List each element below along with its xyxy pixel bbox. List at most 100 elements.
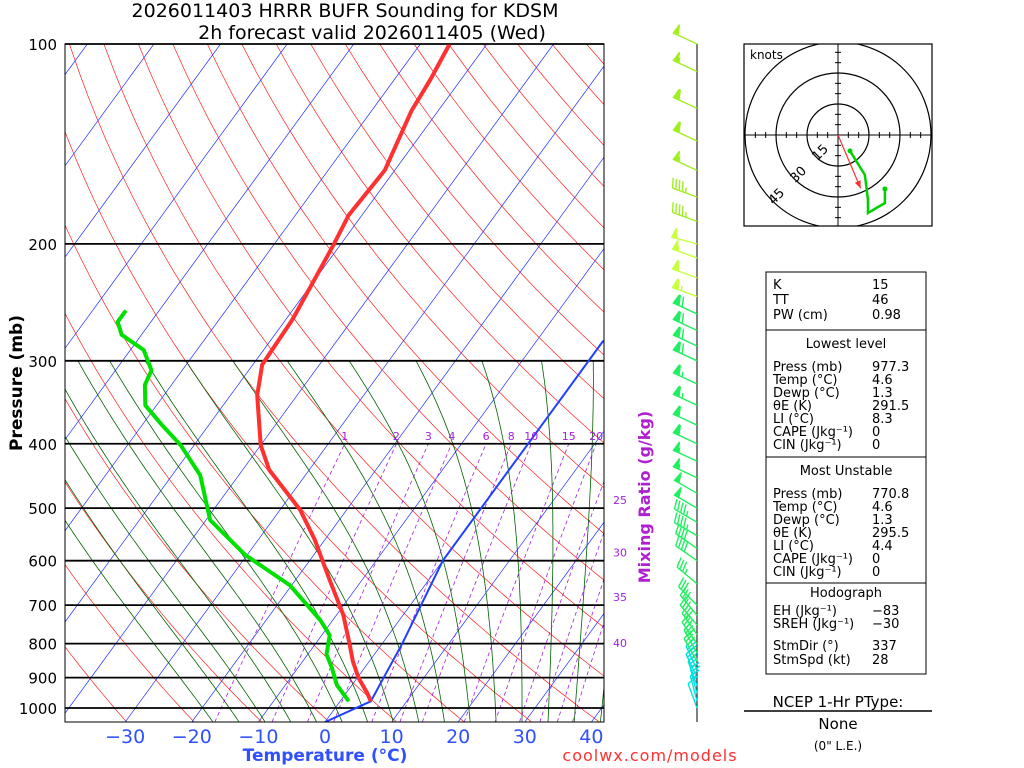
index-value: 977.3 <box>872 360 909 375</box>
index-label: K <box>773 278 782 293</box>
section-header: Most Unstable <box>800 464 893 479</box>
index-label: StmSpd (kt) <box>773 653 851 668</box>
mixing-ratio-line <box>333 443 453 722</box>
isotherm <box>258 247 604 722</box>
mixing-ratio-line <box>421 443 532 722</box>
wind-barb <box>676 557 698 585</box>
moist-adiabat <box>481 360 523 722</box>
wind-barb <box>670 227 698 245</box>
mixing-ratio-line <box>399 443 512 722</box>
wind-barb <box>672 51 698 73</box>
isotherm <box>457 521 604 722</box>
wind-barb <box>672 310 698 332</box>
section-header: Lowest level <box>806 337 887 352</box>
index-value: 1.3 <box>872 386 893 401</box>
wind-barb <box>675 523 698 549</box>
moist-adiabat <box>65 388 292 722</box>
index-label: CAPE (Jkg⁻¹) <box>773 552 853 567</box>
moist-adiabat <box>65 519 214 722</box>
index-label: CAPE (Jkg⁻¹) <box>773 425 853 440</box>
moist-adiabat <box>541 360 554 722</box>
index-value: 0 <box>872 552 880 567</box>
mixing-ratio-line <box>307 443 429 722</box>
index-label: Press (mb) <box>773 360 842 375</box>
temperature-tick-label: −20 <box>172 726 212 748</box>
wind-barb <box>675 535 698 562</box>
mixing-ratio-label: 4 <box>448 430 455 443</box>
mixing-ratio-label: 30 <box>613 547 627 560</box>
dry-adiabat <box>65 224 465 722</box>
credit-link[interactable]: coolwx.com/models <box>562 746 737 765</box>
mixing-ratio-label: 25 <box>613 494 627 507</box>
index-value: 1.3 <box>872 513 893 528</box>
temperature-tick-labels: −30 −20 −10 0 10 20 30 40 <box>105 726 603 748</box>
index-value: 770.8 <box>872 487 909 502</box>
wind-barb <box>671 259 698 279</box>
wind-barbs <box>670 24 701 709</box>
moist-adiabat <box>600 683 604 722</box>
wind-barb <box>672 385 698 406</box>
indices-panel: K 15 TT 46 PW (cm) 0.98 Lowest level Press (mb)… <box>765 271 927 675</box>
index-value: 4.6 <box>872 373 893 388</box>
mixing-ratio-label: 6 <box>483 430 490 443</box>
dry-adiabat <box>138 44 604 628</box>
index-label: Press (mb) <box>773 487 842 502</box>
dry-adiabat <box>65 312 398 722</box>
sounding-profiles <box>115 44 604 722</box>
wind-barb <box>673 512 698 537</box>
wind-barb <box>672 150 698 172</box>
pressure-tick-label: 1000 <box>19 700 57 718</box>
mixing-ratio-line <box>519 480 604 722</box>
ptype-value: None <box>818 715 857 733</box>
chart-title-line2: 2h forecast valid 2026011405 (Wed) <box>198 22 546 44</box>
pressure-tick-label: 200 <box>28 236 57 254</box>
dry-adiabat <box>65 130 533 722</box>
wind-barb <box>672 326 698 347</box>
isotherm <box>65 44 288 349</box>
hodograph-endpoint <box>882 186 888 192</box>
temperature-tick-label: 10 <box>380 726 404 748</box>
moist-adiabat <box>232 360 420 722</box>
mixing-ratio-label: 2 <box>393 430 400 443</box>
mixing-ratio-line <box>463 443 570 722</box>
mixing-ratio-line <box>371 443 487 722</box>
hodograph-units-label: knots <box>750 48 783 62</box>
dry-adiabat <box>241 44 604 489</box>
hodograph-wind-trace <box>848 150 887 216</box>
dry-adiabat <box>69 44 600 722</box>
index-value: −83 <box>872 604 899 619</box>
dry-adiabat <box>103 44 604 677</box>
pressure-tick-label: 600 <box>28 553 57 571</box>
wind-barb <box>672 405 698 426</box>
mixing-ratio-axis-label: Mixing Ratio (g/kg) <box>635 411 654 583</box>
index-label: LI (°C) <box>773 539 814 554</box>
mixing-ratio-line <box>539 531 604 722</box>
index-value: 337 <box>872 639 897 654</box>
isotherm <box>65 44 554 714</box>
section-header: Hodograph <box>810 586 882 601</box>
dry-adiabat <box>65 646 127 722</box>
temperature-tick-label: 0 <box>319 726 331 748</box>
isotherm <box>65 44 155 167</box>
temperature-tick-label: 30 <box>513 726 537 748</box>
index-value: −30 <box>872 617 899 632</box>
dry-adiabat <box>206 44 604 534</box>
wind-barb <box>672 24 698 45</box>
ptype-liquid-equivalent: (0" L.E.) <box>814 739 862 753</box>
mixing-ratio-label: 15 <box>562 430 576 443</box>
isotherm <box>191 156 604 722</box>
index-label: Dewp (°C) <box>773 513 840 528</box>
index-value: 4.4 <box>872 539 893 554</box>
skewt-background-lines <box>65 44 604 722</box>
temperature-tick-label: −10 <box>238 726 278 748</box>
plot-frame <box>64 43 605 723</box>
moist-adiabat <box>185 360 394 722</box>
ptype-header: NCEP 1-Hr PType: <box>773 693 904 711</box>
temperature-tick-label: −30 <box>105 726 145 748</box>
storm-motion-arrowhead <box>854 180 861 189</box>
index-label: LI (°C) <box>773 412 814 427</box>
storm-motion-vector <box>837 134 862 189</box>
wind-barb <box>672 458 698 479</box>
index-label: θE (K) <box>773 399 812 414</box>
